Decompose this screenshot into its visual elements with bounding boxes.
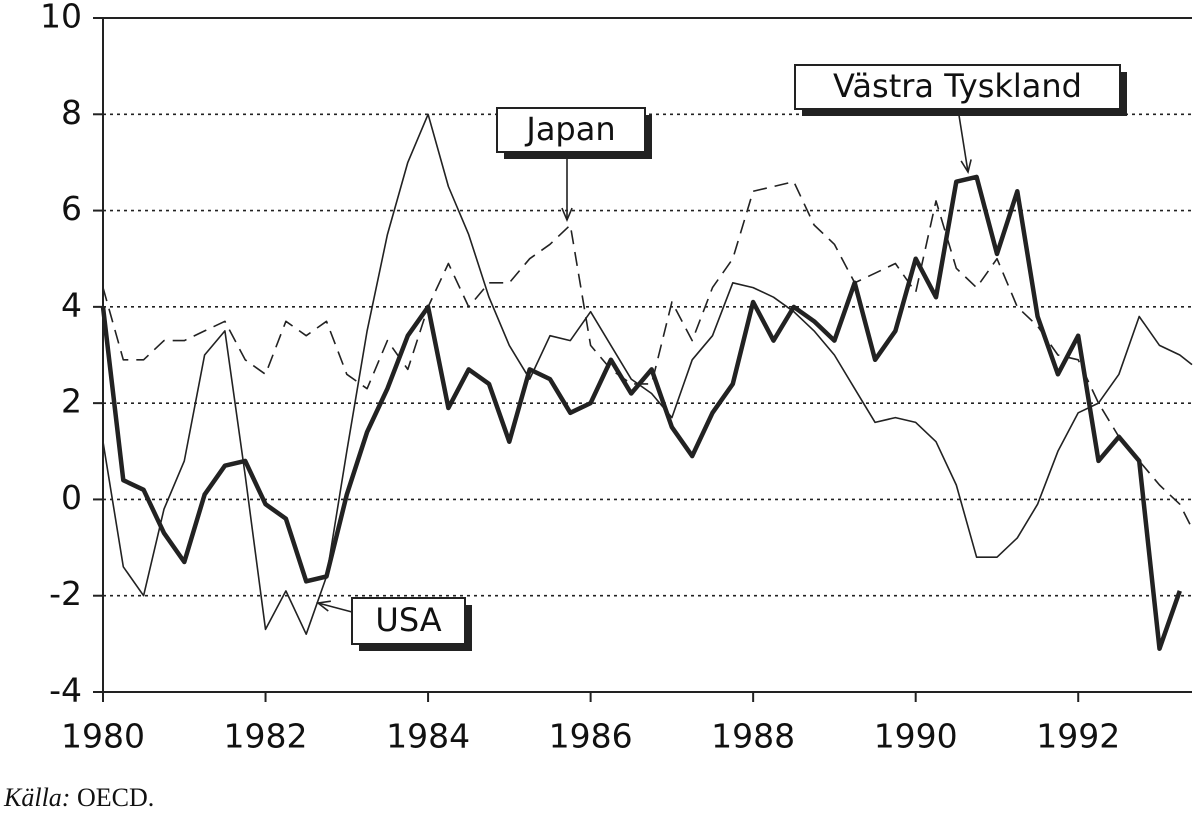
series-label: Japan bbox=[524, 110, 615, 148]
label-arrow bbox=[317, 602, 353, 613]
y-tick-label: 2 bbox=[61, 382, 82, 421]
series-label: Västra Tyskland bbox=[833, 67, 1082, 105]
arrow-head bbox=[960, 159, 972, 175]
y-tick-label: 8 bbox=[61, 93, 82, 132]
y-tick-label: 4 bbox=[61, 285, 82, 324]
source: Källa: OECD. bbox=[3, 783, 154, 812]
source-text: OECD. bbox=[77, 783, 154, 812]
y-tick-label: -4 bbox=[49, 671, 82, 710]
series-line bbox=[102, 180, 1193, 529]
label-box bbox=[351, 597, 466, 645]
x-tick-label: 1992 bbox=[1036, 717, 1120, 756]
series-line bbox=[100, 174, 1182, 651]
label-box bbox=[496, 107, 646, 153]
y-tick-label: 0 bbox=[61, 478, 82, 517]
x-tick-label: 1980 bbox=[61, 717, 145, 756]
arrow-head bbox=[316, 600, 331, 612]
x-tick-label: 1988 bbox=[711, 717, 795, 756]
y-tick-label: -2 bbox=[49, 574, 82, 613]
label-arrow bbox=[957, 108, 969, 173]
label-box bbox=[794, 64, 1121, 110]
x-tick-label: 1986 bbox=[549, 717, 633, 756]
source-label: Källa: bbox=[3, 783, 70, 812]
series-line bbox=[102, 113, 1193, 635]
y-tick-label: 10 bbox=[40, 0, 82, 36]
x-tick-label: 1984 bbox=[386, 717, 470, 756]
y-tick-label: 6 bbox=[61, 189, 82, 228]
x-tick-label: 1982 bbox=[224, 717, 308, 756]
series-label: USA bbox=[375, 601, 441, 639]
x-tick-label: 1990 bbox=[874, 717, 958, 756]
arrow-head bbox=[561, 207, 573, 223]
